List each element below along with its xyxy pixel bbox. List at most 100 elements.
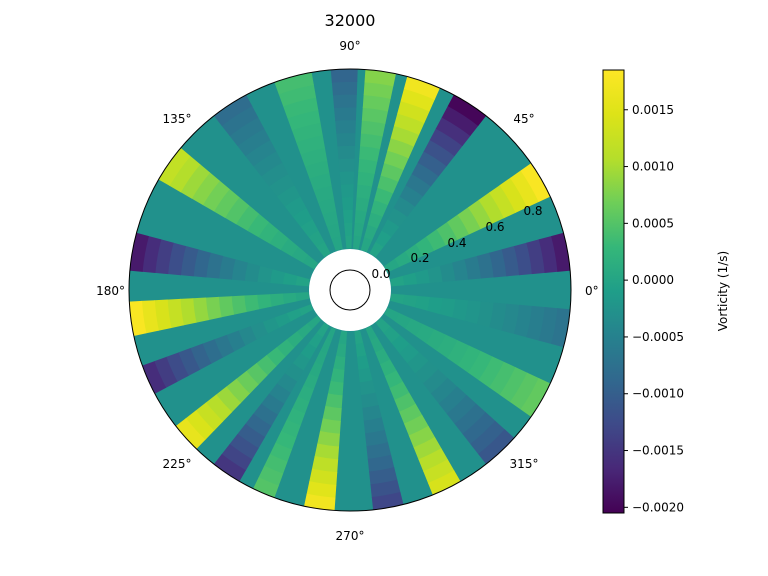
- sector-band: [185, 410, 215, 441]
- sector-band: [341, 196, 354, 211]
- sector-band: [402, 272, 418, 286]
- sector-band: [359, 145, 381, 162]
- sector-band: [256, 294, 272, 310]
- sector-band: [142, 235, 162, 273]
- sector-band: [246, 213, 270, 238]
- sector-band: [436, 334, 458, 359]
- sector-band: [158, 147, 191, 186]
- sector-band: [201, 339, 223, 364]
- sector-band: [266, 347, 286, 367]
- sector-band: [415, 236, 435, 257]
- sector-band: [319, 418, 341, 435]
- sector-band: [384, 307, 400, 322]
- sector-band: [520, 377, 551, 418]
- sector-2: [369, 94, 487, 258]
- sector-band: [344, 222, 353, 236]
- sector-band: [447, 340, 470, 366]
- sector-band: [215, 386, 241, 413]
- sector-band: [430, 377, 458, 405]
- colorbar-ticks: 0.0015 0.0010 0.0005 0.0000 −0.0005 −0.0010 −0…: [624, 103, 684, 514]
- sector-band: [282, 272, 298, 286]
- sector-band: [394, 312, 412, 329]
- colorbar-tick-label: 0.0005: [632, 216, 674, 230]
- sector-band: [177, 348, 201, 376]
- sector-band: [282, 97, 319, 119]
- sector-band: [538, 235, 558, 273]
- sector-band: [193, 249, 211, 278]
- sector-band: [383, 150, 409, 171]
- sector-band: [286, 308, 302, 322]
- radial-tick-0-0: 0.0: [371, 267, 390, 281]
- sector-band: [205, 252, 224, 279]
- sector-band: [390, 293, 405, 305]
- sector-band: [264, 454, 288, 475]
- sector-band: [399, 343, 420, 364]
- sector-band: [345, 234, 352, 249]
- sector-band: [390, 275, 405, 287]
- sector-band: [499, 177, 528, 213]
- vorticity-sectors: [129, 69, 571, 511]
- sector-band: [369, 467, 398, 485]
- sector-band: [237, 128, 271, 157]
- sector-15: [303, 330, 348, 511]
- colorbar-label: Vorticity (1/s): [716, 251, 730, 331]
- sector-band: [520, 162, 551, 203]
- sector-band: [418, 448, 448, 472]
- sector-band: [229, 433, 259, 460]
- sector-band: [129, 300, 147, 337]
- sector-band: [339, 170, 355, 185]
- sector-band: [313, 185, 334, 203]
- sector-band: [457, 206, 482, 235]
- sector-band: [309, 361, 323, 378]
- sector-band: [303, 493, 336, 511]
- sector-band: [526, 239, 546, 275]
- sector-band: [439, 298, 456, 318]
- sector-band: [153, 356, 178, 389]
- sector-band: [464, 300, 482, 325]
- sector-band: [476, 301, 495, 328]
- sector-band: [224, 196, 250, 225]
- colorbar-tick-label: −0.0005: [632, 330, 684, 344]
- angle-tick-315: 315°: [510, 457, 539, 471]
- radial-tick-0-6: 0.6: [485, 220, 504, 234]
- sector-band: [489, 302, 507, 331]
- sector-band: [330, 69, 358, 83]
- sector-band: [489, 361, 516, 396]
- sector-band: [295, 292, 310, 302]
- sector-band: [462, 412, 496, 445]
- sector-band: [370, 199, 389, 217]
- sector-band: [221, 443, 253, 471]
- sector-band: [399, 184, 424, 207]
- sector-band: [464, 255, 482, 280]
- sector-band: [296, 323, 313, 339]
- sector-band: [253, 403, 278, 427]
- sector-band: [391, 334, 410, 354]
- sector-band: [366, 442, 392, 460]
- sector-band: [205, 296, 222, 321]
- polar-plot-area: [129, 69, 571, 511]
- sector-band: [423, 459, 455, 484]
- sector-band: [362, 94, 391, 112]
- sector-band: [352, 235, 362, 250]
- sector-band: [218, 296, 235, 318]
- colorbar-tick-label: 0.0000: [632, 273, 674, 287]
- sector-band: [327, 380, 344, 397]
- sector-band: [408, 425, 436, 448]
- sector-5: [330, 69, 358, 249]
- sector-band: [322, 210, 339, 227]
- sector-band: [300, 342, 317, 360]
- sector-band: [513, 242, 533, 276]
- angle-tick-45: 45°: [513, 112, 534, 126]
- angle-tick-135: 135°: [163, 112, 192, 126]
- sector-band: [141, 361, 167, 395]
- sector-band: [292, 396, 310, 414]
- sector-band: [298, 304, 314, 316]
- sector-band: [423, 139, 455, 167]
- sector-16: [354, 330, 404, 511]
- sector-band: [213, 454, 246, 482]
- sector-band: [357, 355, 370, 371]
- sector-band: [476, 252, 495, 279]
- sector-band: [393, 196, 416, 217]
- sector-band: [316, 322, 330, 338]
- colorbar-tick-label: −0.0010: [632, 387, 684, 401]
